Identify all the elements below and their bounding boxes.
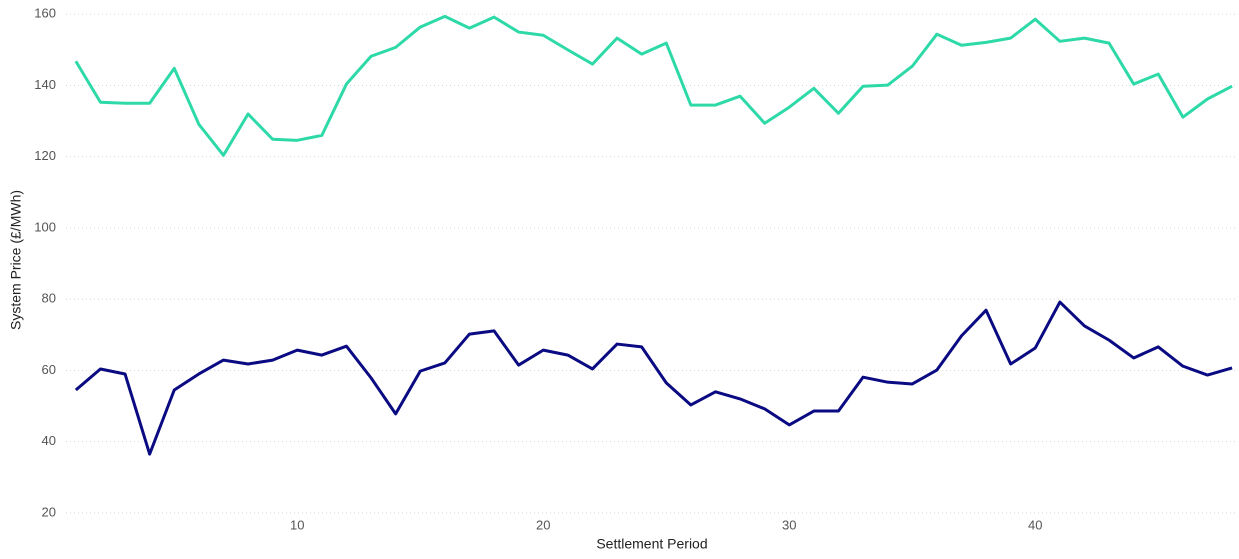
y-tick-label: 120 — [34, 148, 56, 163]
y-tick-label: 20 — [42, 504, 56, 519]
y-tick-label: 60 — [42, 362, 56, 377]
x-tick-label: 10 — [290, 517, 304, 532]
y-tick-label: 100 — [34, 219, 56, 234]
x-axis-title: Settlement Period — [596, 536, 707, 552]
y-tick-label: 140 — [34, 77, 56, 92]
x-tick-label: 40 — [1028, 517, 1042, 532]
y-tick-label: 40 — [42, 433, 56, 448]
x-tick-label: 20 — [536, 517, 550, 532]
x-tick-label: 30 — [782, 517, 796, 532]
line-series — [74, 14, 1233, 157]
y-axis-title: System Price (£/MWh) — [8, 190, 24, 330]
y-tick-label: 80 — [42, 291, 56, 306]
line-series — [74, 300, 1233, 456]
y-tick-label: 160 — [34, 6, 56, 21]
